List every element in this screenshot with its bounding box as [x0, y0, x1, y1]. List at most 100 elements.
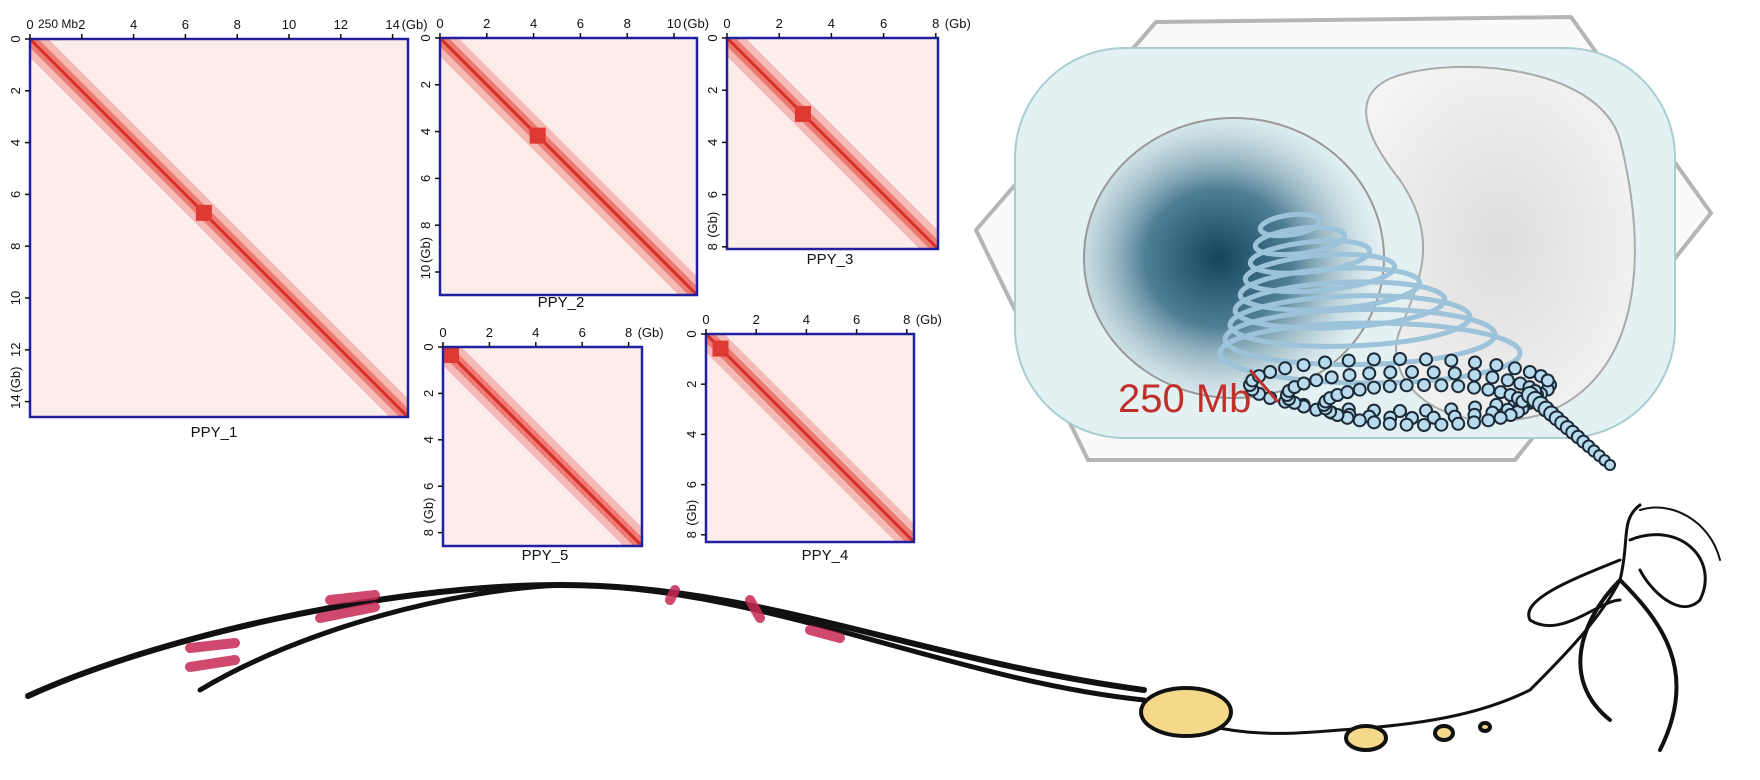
y-tick-label: 0 — [705, 34, 720, 41]
panel-frame — [438, 36, 699, 297]
x-tick-label: 6 — [182, 17, 189, 32]
y-tick-label: 0 — [8, 35, 23, 42]
nucleosome — [1341, 353, 1356, 368]
nucleosome — [1393, 352, 1407, 366]
nucleosome — [1318, 355, 1332, 370]
y-tick-label: 12 — [8, 343, 23, 357]
x-unit: (Gb) — [638, 325, 664, 340]
x-unit: (Gb) — [683, 16, 709, 31]
nucleosome — [1444, 353, 1459, 368]
y-tick-label: 4 — [8, 139, 23, 146]
y-tick-label: 8 — [684, 531, 699, 538]
panel-frame — [441, 345, 644, 548]
nucleosome — [1507, 361, 1522, 376]
nucleosome — [1468, 355, 1482, 370]
nucleosome — [1342, 368, 1357, 383]
x-unit: (Gb) — [402, 17, 428, 32]
nucleosome — [1500, 373, 1515, 388]
y-unit: (Gb) — [8, 367, 23, 393]
x-tick-label: 8 — [932, 16, 939, 31]
heatmap — [443, 347, 642, 546]
x-tick-label: 0 — [439, 325, 446, 340]
y-tick-label: 2 — [684, 381, 699, 388]
x-tick-label: 2 — [483, 16, 490, 31]
nucleosome — [1352, 382, 1367, 397]
panel-frame — [28, 37, 410, 419]
nucleosome — [1382, 416, 1397, 431]
nucleosome — [1451, 416, 1466, 431]
nucleosome — [1263, 365, 1278, 379]
x-tick-label: 6 — [579, 325, 586, 340]
x-tick-label: 4 — [828, 16, 835, 31]
panel-name: PPY_1 — [191, 424, 238, 441]
hic-panels: 250 Mb0 2 4 6 8 10 12 14 (Gb)02468101214(Gb)PPY_… — [8, 16, 971, 564]
y-tick-label: 2 — [418, 81, 433, 88]
domain-block — [195, 204, 212, 221]
nucleosome — [1485, 370, 1500, 385]
nucleosome — [1419, 352, 1434, 367]
y-tick-label: 6 — [418, 175, 433, 182]
x-tick-label: 4 — [532, 325, 539, 340]
nucleosome — [1324, 370, 1339, 385]
nucleosome — [1362, 366, 1377, 381]
x-tick-label: 10 — [667, 16, 681, 31]
nucleosome — [1296, 376, 1311, 391]
chromosome-illustration — [25, 503, 1721, 752]
y-tick-label: 4 — [684, 431, 699, 438]
x-tick-label: 4 — [803, 312, 810, 327]
domain-block — [443, 347, 459, 363]
y-tick-label: 8 — [421, 529, 436, 536]
x-tick-label: 8 — [625, 325, 632, 340]
coil-loop — [1242, 251, 1398, 295]
panel-frame — [725, 36, 940, 251]
panel-name: PPY_4 — [802, 547, 849, 564]
x-tick-label: 2 — [753, 312, 760, 327]
y-tick-label: 4 — [421, 436, 436, 443]
nucleosome — [1309, 373, 1324, 388]
y-tick-label: 6 — [684, 481, 699, 488]
nucleosome — [1382, 379, 1397, 394]
heatmap — [706, 334, 914, 542]
chromatin-coil — [1217, 211, 1616, 471]
nucleosome — [1278, 361, 1293, 376]
x-tick-label: 4 — [530, 16, 537, 31]
x-tick-label: 0 — [723, 16, 730, 31]
nucleosome — [1481, 382, 1496, 397]
x-tick-label: 0 — [436, 16, 443, 31]
y-tick-label: 4 — [705, 139, 720, 146]
nucleosome — [1367, 415, 1381, 430]
nucleosome — [1366, 352, 1381, 367]
diagonal-core — [440, 38, 697, 295]
x-tick-label: 0 — [26, 17, 33, 32]
y-tick-label: 2 — [8, 87, 23, 94]
y-tick-label: 6 — [705, 191, 720, 198]
y-unit: (Gb) — [421, 498, 436, 524]
y-tick-label: 14 — [8, 394, 23, 408]
nucleosome — [1393, 404, 1407, 418]
x-unit: (Gb) — [916, 312, 942, 327]
scale-bar-label: 250 Mb — [38, 17, 78, 31]
nucleosome — [1481, 413, 1496, 428]
nucleosome — [1489, 358, 1504, 373]
x-tick-label: 2 — [78, 17, 85, 32]
nucleosome — [1417, 378, 1431, 392]
hic-panel: 0 2 4 6 8 (Gb) 0 2 4 6 8 (Gb) PPY_4 — [684, 312, 942, 564]
hic-panel: 0 2 4 6 8 (Gb) 0 2 4 6 8 (Gb) PPY_3 — [705, 16, 971, 268]
heatmap — [440, 38, 697, 295]
nucleosome — [1399, 378, 1414, 393]
panel-name: PPY_3 — [807, 251, 854, 268]
nucleosome — [1426, 365, 1441, 380]
coil-loop — [1232, 279, 1448, 331]
nucleosome — [1447, 366, 1462, 381]
nucleosome — [1467, 380, 1481, 395]
nucleosome — [1467, 368, 1482, 383]
x-tick-label: 12 — [334, 17, 348, 32]
coil-loop — [1252, 224, 1348, 258]
scale-arrow — [1248, 369, 1280, 403]
diagonal-core — [727, 38, 938, 249]
nucleosome — [1340, 385, 1355, 400]
y-tick-label: 8 — [8, 243, 23, 250]
x-tick-label: 6 — [853, 312, 860, 327]
